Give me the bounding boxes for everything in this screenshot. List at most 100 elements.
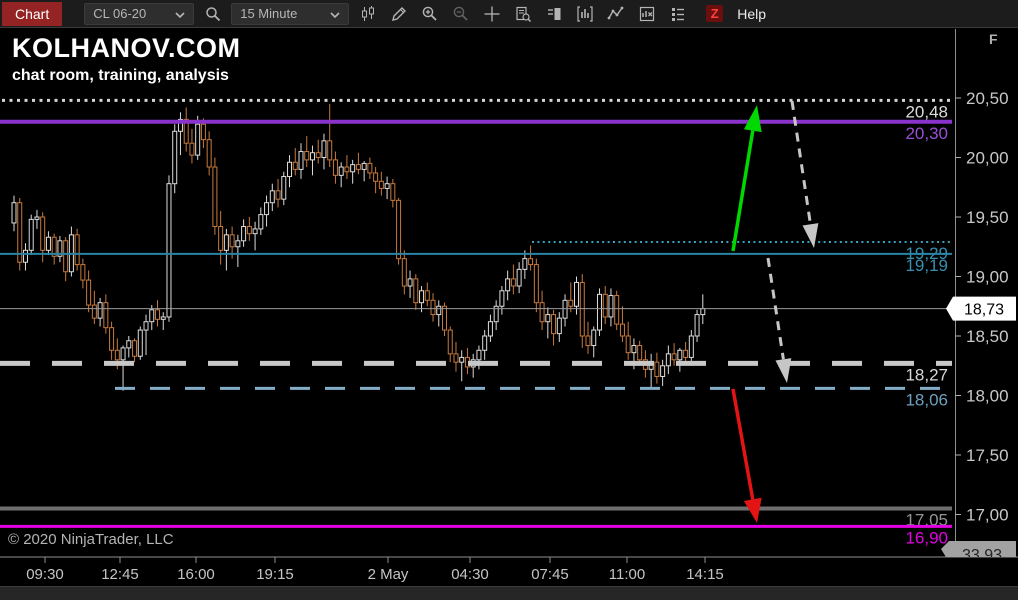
candle xyxy=(459,350,465,382)
candle xyxy=(287,155,293,188)
candle xyxy=(97,297,103,327)
chevron-down-icon xyxy=(175,6,185,21)
candle xyxy=(688,330,694,366)
candle xyxy=(378,171,384,196)
green-up-arrow-head xyxy=(743,105,762,133)
interval-value: 15 Minute xyxy=(240,6,298,21)
candle xyxy=(120,345,126,391)
candle xyxy=(355,152,361,175)
chart-trader-icon[interactable] xyxy=(541,3,566,25)
candle xyxy=(551,309,557,346)
white-dashed-support-line-label: 18,27 xyxy=(905,365,948,384)
candle xyxy=(183,107,189,152)
price-tick-label: 18,50 xyxy=(966,327,1009,346)
candle xyxy=(683,341,689,363)
properties-list-icon[interactable] xyxy=(665,3,690,25)
help-menu[interactable]: Help xyxy=(737,5,767,22)
candle xyxy=(528,245,534,271)
candle xyxy=(74,228,80,271)
red-down-arrow[interactable] xyxy=(731,388,755,500)
pencil-icon[interactable] xyxy=(386,3,411,25)
upper-target-dotted-line-label: 20,48 xyxy=(905,102,948,121)
gray-dashed-down-arrow-2-head xyxy=(775,358,792,383)
interval-dropdown[interactable]: 15 Minute xyxy=(231,2,350,25)
magenta-level-line-label: 16,90 xyxy=(905,528,948,547)
price-tick-label: 20,50 xyxy=(966,89,1009,108)
gray-dashed-down-arrow-1-head xyxy=(802,223,819,248)
watermark-subtitle: chat room, training, analysis xyxy=(12,67,229,84)
candle xyxy=(149,305,155,331)
instrument-dropdown[interactable]: CL 06-20 xyxy=(84,2,195,25)
candle xyxy=(160,312,166,331)
green-up-arrow[interactable] xyxy=(731,130,755,252)
candle xyxy=(556,312,562,342)
candle xyxy=(17,197,23,271)
candle xyxy=(361,161,367,182)
time-tick-label: 04:30 xyxy=(451,566,489,583)
candle xyxy=(223,228,229,271)
candle xyxy=(80,258,86,289)
candle xyxy=(292,147,298,176)
time-tick-label: 07:45 xyxy=(531,566,569,583)
candle xyxy=(57,236,63,263)
tab-chart[interactable]: Chart xyxy=(2,2,63,26)
candle xyxy=(315,139,321,164)
price-tick-label: 20,00 xyxy=(966,149,1009,168)
candle xyxy=(22,243,28,271)
candle xyxy=(390,178,396,208)
candle xyxy=(579,274,585,348)
candle xyxy=(619,306,625,342)
candle xyxy=(591,326,597,358)
fixed-scale-button[interactable]: F xyxy=(989,31,998,47)
gray-level-line-label: 17,05 xyxy=(905,511,948,530)
candle xyxy=(137,326,143,360)
zoom-out-icon[interactable] xyxy=(448,3,473,25)
candle xyxy=(660,359,666,386)
teal-solid-line-label: 19,19 xyxy=(905,256,948,275)
candle xyxy=(166,175,172,322)
candle xyxy=(596,288,602,336)
crosshair-icon[interactable] xyxy=(479,3,504,25)
candle xyxy=(625,321,631,360)
time-tick-label: 12:45 xyxy=(101,566,139,583)
gray-dashed-down-arrow-2[interactable] xyxy=(766,257,785,360)
candle xyxy=(218,211,224,265)
candle xyxy=(206,131,212,176)
bar-chart-panel-icon[interactable] xyxy=(572,3,597,25)
candle xyxy=(413,274,419,310)
data-box-icon[interactable] xyxy=(510,3,535,25)
candle xyxy=(510,264,516,295)
indicators-icon[interactable] xyxy=(603,3,628,25)
candle xyxy=(568,282,574,313)
candle xyxy=(51,233,57,265)
candle xyxy=(68,226,74,277)
candle xyxy=(86,270,92,313)
blue-dashed-support-line-label: 18,06 xyxy=(905,390,948,409)
candle xyxy=(493,300,499,331)
copyright-text: © 2020 NinjaTrader, LLC xyxy=(8,531,174,548)
candle xyxy=(516,262,522,294)
time-tick-label: 11:00 xyxy=(609,566,645,583)
candle xyxy=(338,162,344,188)
candle xyxy=(281,171,287,206)
zoom-in-icon[interactable] xyxy=(417,3,442,25)
gray-dashed-down-arrow-1[interactable] xyxy=(790,100,812,225)
candle xyxy=(677,347,683,372)
candle xyxy=(694,309,700,342)
candle xyxy=(654,352,660,384)
z-app-badge[interactable]: Z xyxy=(706,5,724,22)
candle xyxy=(309,145,315,176)
time-tick-label: 16:00 xyxy=(177,566,215,583)
candle xyxy=(436,300,442,327)
partial-price-tag-label: 33,93 xyxy=(962,547,1002,564)
candle xyxy=(419,286,425,313)
candle xyxy=(424,282,430,307)
candle xyxy=(103,294,109,334)
search-icon[interactable] xyxy=(200,3,225,25)
candle xyxy=(545,307,551,339)
candle xyxy=(367,157,373,179)
purple-resistance-line-label: 20,30 xyxy=(905,124,948,143)
candlestick-chart-icon[interactable] xyxy=(355,3,380,25)
strategies-icon[interactable] xyxy=(634,3,659,25)
